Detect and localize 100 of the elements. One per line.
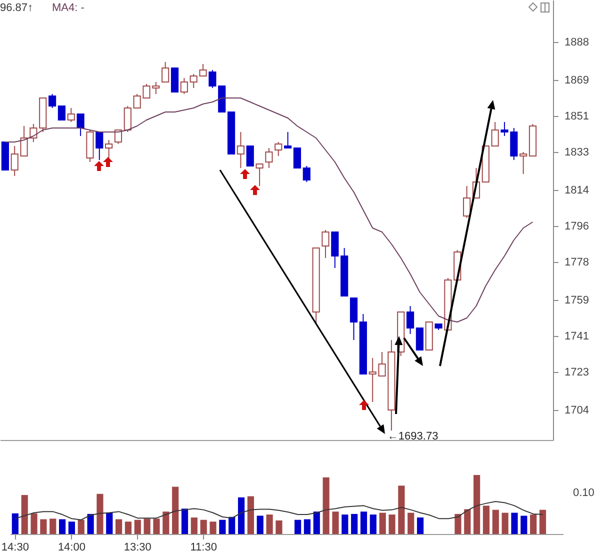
candlestick [114, 130, 122, 144]
y-tick-label: 1704 [564, 404, 589, 416]
y-tick-label: 1796 [564, 220, 589, 232]
bar [351, 514, 358, 534]
bar [388, 514, 396, 534]
bar [153, 518, 160, 534]
candlestick [124, 106, 132, 132]
y-tick-label: 1869 [564, 74, 589, 86]
y-tick-label: 1851 [564, 110, 589, 122]
candlestick [76, 114, 84, 136]
candlestick [322, 230, 330, 258]
bar [539, 510, 546, 534]
bar [96, 494, 104, 534]
bar [144, 518, 150, 534]
candlestick [302, 166, 310, 182]
bar [40, 519, 47, 534]
candlestick [208, 70, 216, 88]
y-tick-label: 1833 [564, 146, 589, 158]
bar [162, 512, 170, 534]
x-tick-label: 13:30 [124, 542, 152, 554]
bar [12, 513, 18, 534]
bar [21, 495, 28, 534]
bar [482, 506, 490, 534]
bar [520, 516, 528, 534]
candlestick [284, 132, 292, 148]
candlestick [162, 62, 170, 82]
candlestick [48, 94, 56, 108]
y-tick-label: 1888 [564, 36, 589, 48]
candlestick [274, 142, 282, 156]
candlestick [463, 186, 471, 218]
bar [172, 486, 179, 534]
bar [379, 512, 386, 534]
bar [276, 520, 282, 534]
bar [416, 517, 424, 534]
bar [454, 514, 462, 534]
x-tick-label: 11:30 [190, 542, 217, 554]
bar [408, 512, 414, 534]
bar [294, 520, 302, 534]
candlestick [58, 106, 66, 120]
bar [58, 519, 66, 534]
bar [124, 522, 132, 534]
bar [78, 520, 84, 534]
candlestick [256, 164, 264, 186]
candlestick [293, 148, 302, 168]
candlestick [350, 298, 358, 340]
bar [228, 516, 236, 534]
candlestick [265, 148, 273, 168]
candlestick [96, 132, 104, 160]
bar [370, 514, 376, 534]
candlestick [520, 152, 528, 174]
bar [530, 514, 537, 534]
x-tick-label: 14:00 [58, 542, 86, 554]
bar [247, 496, 254, 534]
text: MA4: - [52, 2, 85, 14]
candlestick [406, 306, 414, 334]
bar [464, 509, 471, 534]
candlestick [491, 122, 499, 146]
bar [134, 520, 141, 534]
bar [181, 508, 188, 534]
annotation: ←1693.73 [387, 430, 438, 443]
bar [266, 514, 273, 534]
bar [106, 512, 113, 534]
y-tick-label: 1778 [564, 256, 589, 268]
bar [87, 514, 94, 534]
bar [502, 512, 508, 534]
candlestick [331, 232, 339, 268]
y-tick-label: 1814 [564, 184, 589, 196]
bar [116, 519, 122, 534]
annotation: 96.87↑ [0, 2, 34, 14]
bar [219, 520, 226, 534]
bar [238, 497, 245, 534]
candlestick [180, 78, 188, 94]
bar [511, 512, 518, 534]
candlestick [170, 68, 179, 92]
bar [313, 512, 320, 534]
bar [256, 516, 264, 534]
bar [30, 513, 38, 534]
bar [322, 477, 330, 534]
text: 0.10 [573, 487, 594, 499]
x-tick-label: 14:30 [1, 542, 29, 554]
candlestick [236, 132, 244, 168]
candlestick [67, 108, 75, 122]
bar [68, 522, 76, 534]
bar [342, 514, 348, 534]
bar [492, 510, 499, 534]
y-tick-label: 1741 [564, 330, 589, 342]
candlestick [416, 328, 424, 350]
bar [474, 475, 480, 534]
y-tick-label: 1723 [564, 366, 589, 378]
bar [332, 512, 339, 534]
bar [210, 522, 216, 534]
line-series [4, 98, 534, 322]
bar [360, 512, 368, 534]
bar [200, 520, 207, 534]
y-tick-label: 1759 [564, 294, 589, 306]
bar [304, 519, 311, 534]
bar [398, 486, 405, 534]
bar [190, 517, 198, 534]
bar [50, 518, 56, 534]
candlestick [246, 146, 254, 166]
